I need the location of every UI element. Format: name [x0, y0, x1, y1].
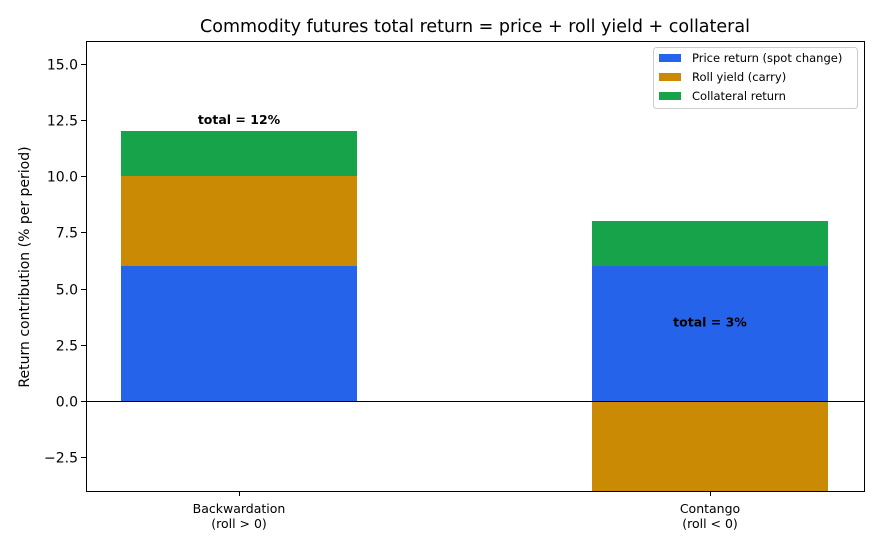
legend-box — [653, 47, 858, 109]
plot-frame — [86, 41, 865, 492]
total-label: total = 3% — [673, 314, 747, 329]
legend-label: Roll yield (carry) — [692, 70, 786, 84]
total-label: total = 12% — [198, 112, 281, 127]
y-tick-label: 10.0 — [47, 170, 78, 186]
legend-label: Collateral return — [692, 89, 786, 103]
bar-segment — [121, 131, 357, 176]
total-labels: total = 12% total = 3% — [198, 112, 747, 330]
x-axis: Backwardation(roll > 0) Contango(roll < 0… — [193, 491, 740, 531]
x-tick-label: Contango — [680, 501, 740, 516]
legend-swatch — [659, 92, 681, 100]
y-axis: −2.5 0.0 2.5 5.0 7.5 10.0 12.5 15.0 — [44, 58, 86, 467]
y-tick-label: 2.5 — [56, 339, 78, 355]
legend-label: Price return (spot change) — [692, 51, 842, 65]
chart-title: Commodity futures total return = price +… — [200, 17, 750, 37]
y-tick-label: 0.0 — [56, 395, 78, 411]
bar-segment — [121, 176, 357, 266]
y-tick-label: 15.0 — [47, 58, 78, 74]
y-axis-label: Return contribution (% per period) — [17, 146, 33, 387]
y-tick-label: 7.5 — [56, 226, 78, 242]
y-tick-label: 5.0 — [56, 283, 78, 299]
legend: Price return (spot change) Roll yield (ca… — [653, 47, 858, 109]
y-tick-label: −2.5 — [44, 451, 78, 467]
y-tick-label: 12.5 — [47, 114, 78, 130]
x-tick-label: Backwardation — [193, 501, 286, 516]
bar-segment — [592, 266, 828, 401]
bar-segment — [121, 266, 357, 401]
bar-segment — [592, 401, 828, 491]
bars-layer — [121, 131, 828, 491]
bar-segment — [592, 221, 828, 266]
x-tick-label: (roll < 0) — [682, 516, 738, 531]
x-tick-label: (roll > 0) — [211, 516, 267, 531]
legend-swatch — [659, 54, 681, 62]
legend-swatch — [659, 73, 681, 81]
